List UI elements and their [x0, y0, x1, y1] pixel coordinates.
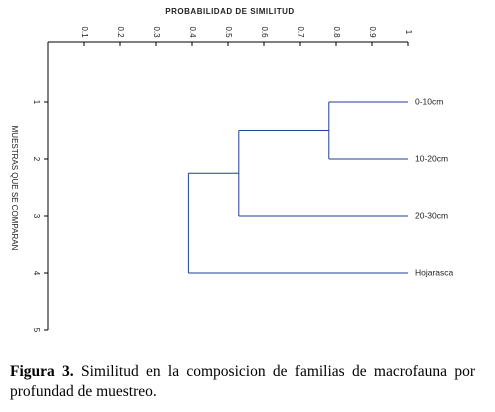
x-tick-label: 0.4 — [188, 26, 197, 38]
leaf-label: 0-10cm — [415, 96, 443, 106]
caption-text: Similitud en la composicion de familias … — [10, 363, 476, 400]
leaf-label: 20-30cm — [415, 210, 448, 220]
x-tick-label: 0.7 — [296, 26, 305, 38]
y-tick-label: 3 — [32, 214, 41, 219]
x-tick-label: 1 — [404, 30, 413, 35]
x-tick-label: 0.6 — [260, 26, 269, 38]
x-tick-label: 0.5 — [224, 26, 233, 38]
chart-title: PROBABILIDAD DE SIMILITUD — [165, 7, 294, 16]
caption: Figura 3. Similitud en la composicion de… — [10, 362, 475, 402]
leaf-label: 10-20cm — [415, 153, 448, 163]
x-tick-label: 0.2 — [116, 26, 125, 38]
x-tick-label: 0.3 — [152, 26, 161, 38]
y-tick-label: 2 — [32, 157, 41, 162]
y-tick-label: 5 — [32, 328, 41, 333]
chart: PROBABILIDAD DE SIMILITUD MUESTRAS QUE S… — [10, 7, 454, 333]
x-tick-label: 0.1 — [80, 26, 89, 38]
y-tick-label: 4 — [32, 271, 41, 276]
leaf-label: Hojarasca — [415, 267, 454, 277]
y-tick-label: 1 — [32, 100, 41, 105]
y-axis-label: MUESTRAS QUE SE COMPARAN — [10, 126, 19, 251]
caption-label: Figura 3. — [10, 363, 74, 380]
x-tick-label: 0.8 — [332, 26, 341, 38]
x-tick-label: 0.9 — [368, 26, 377, 38]
